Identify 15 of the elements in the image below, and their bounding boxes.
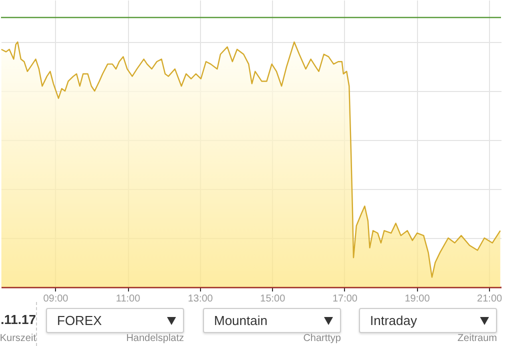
text: Kurszeit: [0, 333, 36, 344]
text: Zeitraum: [458, 333, 497, 344]
x-tick-label: 11:00: [116, 294, 141, 304]
text: .11.17: [0, 312, 36, 327]
dropdown-field: Intraday: [359, 308, 497, 333]
dropdown-field: Mountain: [203, 308, 341, 333]
x-tick-label: 15:00: [260, 294, 286, 304]
dropdown-field: FOREX: [46, 308, 184, 333]
x-tick-label: 17:00: [332, 294, 358, 304]
x-tick-label: 09:00: [43, 294, 69, 304]
text: Charttyp: [303, 333, 341, 344]
x-tick-label: 19:00: [404, 294, 430, 304]
text: Handelsplatz: [126, 333, 184, 344]
x-tick-label: 21:00: [477, 294, 503, 304]
x-tick-label: 13:00: [188, 294, 214, 304]
